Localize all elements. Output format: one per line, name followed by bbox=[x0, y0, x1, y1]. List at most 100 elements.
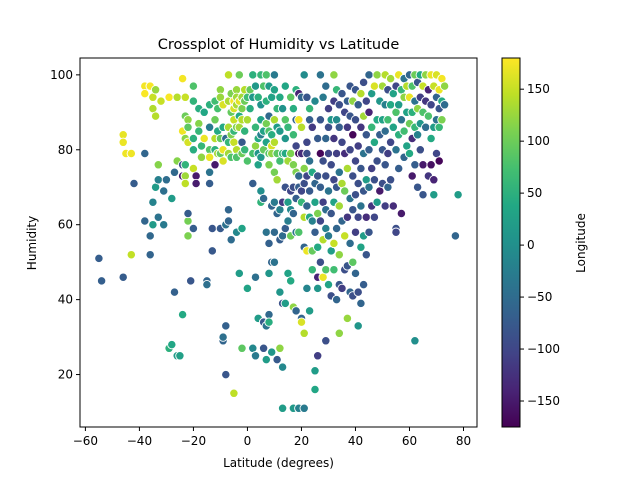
data-point bbox=[439, 100, 450, 110]
data-point bbox=[342, 122, 353, 132]
data-point bbox=[340, 231, 350, 241]
data-point bbox=[299, 70, 309, 80]
data-point bbox=[331, 294, 342, 305]
data-point bbox=[321, 265, 331, 275]
colorbar-tick-label: 0 bbox=[527, 238, 535, 252]
data-point bbox=[323, 148, 334, 159]
data-point bbox=[164, 92, 174, 102]
data-point bbox=[334, 201, 344, 211]
data-point bbox=[286, 276, 296, 286]
data-point bbox=[153, 212, 163, 222]
x-tick-label: −20 bbox=[181, 434, 206, 448]
data-point bbox=[364, 70, 374, 80]
data-point bbox=[272, 175, 282, 185]
data-point bbox=[250, 351, 261, 361]
data-point bbox=[337, 88, 347, 99]
data-point bbox=[439, 81, 450, 91]
data-point bbox=[140, 148, 150, 159]
data-point bbox=[218, 156, 228, 166]
data-point bbox=[364, 145, 374, 155]
data-point bbox=[396, 115, 407, 125]
data-point bbox=[280, 133, 290, 144]
data-point bbox=[196, 152, 207, 162]
data-point bbox=[148, 220, 158, 230]
data-point bbox=[140, 88, 150, 99]
data-point bbox=[318, 156, 328, 166]
data-point bbox=[188, 96, 199, 106]
data-point bbox=[169, 287, 180, 297]
data-point bbox=[380, 201, 390, 211]
data-point bbox=[364, 182, 374, 192]
colorbar-label: Longitude bbox=[574, 213, 588, 273]
data-point bbox=[315, 216, 326, 226]
data-point bbox=[221, 369, 231, 380]
data-point bbox=[313, 351, 323, 361]
data-point bbox=[275, 343, 285, 353]
data-point bbox=[399, 126, 409, 136]
data-point bbox=[323, 103, 334, 114]
data-point bbox=[353, 100, 363, 110]
data-point bbox=[207, 246, 217, 256]
data-point bbox=[385, 73, 396, 84]
data-point bbox=[183, 231, 193, 241]
data-point bbox=[315, 257, 326, 267]
data-point bbox=[167, 339, 177, 350]
data-point bbox=[204, 167, 215, 177]
data-point bbox=[172, 92, 182, 102]
data-point bbox=[407, 171, 417, 181]
data-point bbox=[353, 141, 363, 151]
data-point bbox=[356, 88, 366, 99]
colorbar-tick-label: −50 bbox=[527, 290, 552, 304]
data-point bbox=[280, 298, 290, 309]
data-point bbox=[310, 366, 320, 376]
data-point bbox=[223, 70, 234, 80]
data-point bbox=[286, 92, 296, 102]
data-point bbox=[264, 160, 274, 170]
data-point bbox=[313, 242, 323, 252]
data-point bbox=[350, 227, 361, 237]
data-point bbox=[353, 178, 363, 189]
y-tick-label: 60 bbox=[58, 218, 73, 232]
data-point bbox=[264, 268, 274, 279]
data-point bbox=[269, 137, 280, 147]
data-point bbox=[348, 130, 358, 140]
x-tick-label: 0 bbox=[244, 434, 252, 448]
data-point bbox=[356, 242, 366, 252]
data-point bbox=[240, 126, 250, 136]
data-point bbox=[150, 111, 161, 121]
data-point bbox=[412, 130, 423, 140]
data-point bbox=[210, 115, 220, 125]
data-point bbox=[288, 208, 299, 219]
data-point bbox=[396, 208, 407, 219]
data-point bbox=[288, 103, 299, 114]
data-point bbox=[261, 354, 271, 365]
data-point bbox=[307, 122, 317, 132]
data-point bbox=[429, 190, 439, 200]
data-point bbox=[412, 182, 423, 192]
data-point bbox=[391, 145, 401, 155]
data-point bbox=[186, 276, 196, 286]
data-point bbox=[429, 175, 439, 185]
data-point bbox=[418, 160, 428, 170]
data-point bbox=[348, 205, 358, 215]
y-tick-label: 20 bbox=[58, 368, 73, 382]
data-point bbox=[153, 175, 163, 185]
data-point bbox=[364, 227, 374, 237]
data-point bbox=[313, 171, 323, 181]
data-point bbox=[356, 298, 366, 309]
data-point bbox=[296, 317, 307, 327]
data-point bbox=[234, 268, 244, 279]
data-point bbox=[272, 354, 282, 365]
data-point bbox=[150, 85, 161, 95]
data-point bbox=[207, 223, 217, 234]
y-axis-label: Humidity bbox=[25, 216, 39, 270]
data-point bbox=[331, 223, 342, 234]
data-point bbox=[304, 306, 315, 316]
data-point bbox=[223, 205, 234, 215]
data-point bbox=[250, 122, 261, 132]
data-point bbox=[159, 186, 169, 196]
data-point bbox=[148, 197, 158, 207]
data-point bbox=[296, 122, 307, 132]
